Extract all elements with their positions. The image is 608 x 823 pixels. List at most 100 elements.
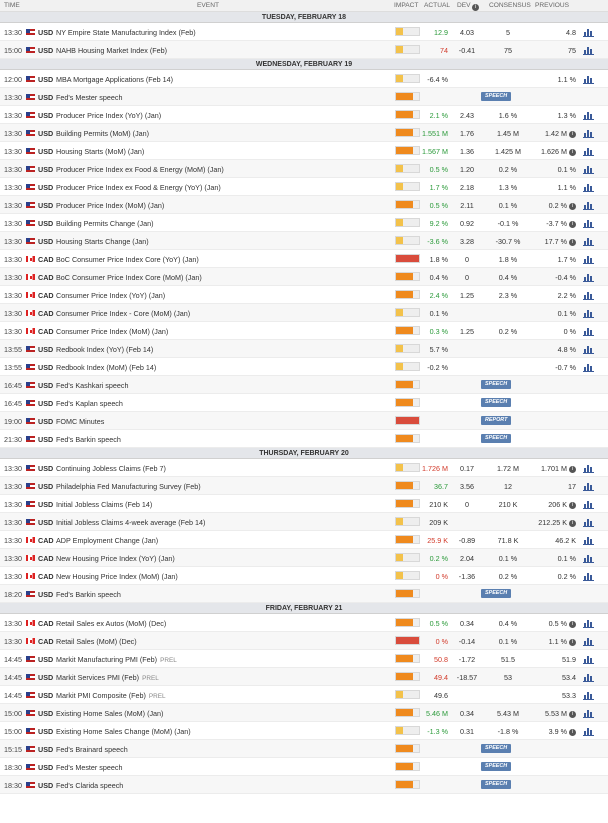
bar-chart-icon[interactable] xyxy=(583,289,594,300)
event-name[interactable]: Consumer Price Index (MoM) (Jan) xyxy=(56,327,168,336)
event-title[interactable]: NAHB Housing Market Index (Feb) xyxy=(56,46,168,55)
table-row[interactable]: 13:30 USD Producer Price Index (YoY) (Jan)… xyxy=(0,106,608,124)
event-title[interactable]: Housing Starts Change (Jan) xyxy=(56,237,149,246)
event-name[interactable]: Housing Starts Change (Jan) xyxy=(56,237,149,246)
event-title[interactable]: Building Permits Change (Jan) xyxy=(56,219,154,228)
bar-chart-icon[interactable] xyxy=(583,253,594,264)
table-row[interactable]: 13:30 USD Producer Price Index ex Food & E… xyxy=(0,178,608,196)
event-name[interactable]: Markit PMI Composite (Feb) PREL xyxy=(56,691,166,700)
table-row[interactable]: 16:45 USD Fed's Kaplan speech SPEECH xyxy=(0,394,608,412)
bar-chart-icon[interactable] xyxy=(583,498,594,509)
event-name[interactable]: Philadelphia Fed Manufacturing Survey (F… xyxy=(56,482,201,491)
revised-info-icon[interactable]: i xyxy=(569,220,576,228)
table-row[interactable]: 18:30 USD Fed's Clarida speech SPEECH xyxy=(0,776,608,794)
bar-chart-icon[interactable] xyxy=(583,325,594,336)
event-name[interactable]: Fed's Clarida speech xyxy=(56,781,123,790)
bar-chart-icon[interactable] xyxy=(583,480,594,491)
event-title[interactable]: Redbook Index (MoM) (Feb 14) xyxy=(56,363,157,372)
event-name[interactable]: NY Empire State Manufacturing Index (Feb… xyxy=(56,28,196,37)
table-row[interactable]: 13:30 CAD Consumer Price Index (MoM) (Jan)… xyxy=(0,322,608,340)
revised-info-icon[interactable]: i xyxy=(569,501,576,509)
event-title[interactable]: Markit Services PMI (Feb) xyxy=(56,673,140,682)
table-row[interactable]: 13:30 USD NY Empire State Manufacturing In… xyxy=(0,23,608,41)
event-name[interactable]: MBA Mortgage Applications (Feb 14) xyxy=(56,75,173,84)
table-row[interactable]: 18:20 USD Fed's Barkin speech SPEECH xyxy=(0,585,608,603)
bar-chart-icon[interactable] xyxy=(583,73,594,84)
bar-chart-icon[interactable] xyxy=(583,307,594,318)
event-name[interactable]: Building Permits Change (Jan) xyxy=(56,219,153,228)
event-name[interactable]: Retail Sales ex Autos (MoM) (Dec) xyxy=(56,619,166,628)
table-row[interactable]: 13:30 USD Continuing Jobless Claims (Feb 7… xyxy=(0,459,608,477)
event-title[interactable]: Initial Jobless Claims (Feb 14) xyxy=(56,500,153,509)
table-row[interactable]: 21:30 USD Fed's Barkin speech SPEECH xyxy=(0,430,608,448)
revised-info-icon[interactable]: i xyxy=(569,465,576,473)
event-title[interactable]: BoC Consumer Price Index Core (MoM) (Jan… xyxy=(56,273,202,282)
event-name[interactable]: Fed's Brainard speech xyxy=(56,745,128,754)
event-name[interactable]: New Housing Price Index (MoM) (Jan) xyxy=(56,572,178,581)
table-row[interactable]: 13:30 CAD New Housing Price Index (MoM) (J… xyxy=(0,567,608,585)
event-name[interactable]: Redbook Index (YoY) (Feb 14) xyxy=(56,345,153,354)
event-title[interactable]: Housing Starts (MoM) (Jan) xyxy=(56,147,145,156)
event-name[interactable]: Initial Jobless Claims (Feb 14) xyxy=(56,500,152,509)
bar-chart-icon[interactable] xyxy=(583,181,594,192)
table-row[interactable]: 13:30 USD Housing Starts Change (Jan) -3.6 … xyxy=(0,232,608,250)
bar-chart-icon[interactable] xyxy=(583,343,594,354)
event-name[interactable]: Producer Price Index ex Food & Energy (M… xyxy=(56,165,224,174)
event-name[interactable]: Consumer Price Index - Core (MoM) (Jan) xyxy=(56,309,190,318)
table-row[interactable]: 13:30 USD Building Permits (MoM) (Jan) 1.55… xyxy=(0,124,608,142)
event-name[interactable]: Markit Manufacturing PMI (Feb) PREL xyxy=(56,655,177,664)
event-title[interactable]: Markit PMI Composite (Feb) xyxy=(56,691,146,700)
event-title[interactable]: MBA Mortgage Applications (Feb 14) xyxy=(56,75,174,84)
event-title[interactable]: Fed's Kashkari speech xyxy=(56,381,129,390)
table-row[interactable]: 13:30 USD Producer Price Index ex Food & E… xyxy=(0,160,608,178)
event-name[interactable]: Fed's Mester speech xyxy=(56,93,123,102)
bar-chart-icon[interactable] xyxy=(583,707,594,718)
event-title[interactable]: Producer Price Index (MoM) (Jan) xyxy=(56,201,165,210)
event-name[interactable]: Building Permits (MoM) (Jan) xyxy=(56,129,149,138)
event-name[interactable]: BoC Consumer Price Index Core (MoM) (Jan… xyxy=(56,273,202,282)
event-title[interactable]: BoC Consumer Price Index Core (YoY) (Jan… xyxy=(56,255,199,264)
table-row[interactable]: 13:30 USD Initial Jobless Claims (Feb 14) 2… xyxy=(0,495,608,513)
table-row[interactable]: 13:30 USD Building Permits Change (Jan) 9.2… xyxy=(0,214,608,232)
event-name[interactable]: Redbook Index (MoM) (Feb 14) xyxy=(56,363,156,372)
table-row[interactable]: 14:45 USD Markit Manufacturing PMI (Feb) PR… xyxy=(0,650,608,668)
event-title[interactable]: Retail Sales (MoM) (Dec) xyxy=(56,637,137,646)
bar-chart-icon[interactable] xyxy=(583,44,594,55)
event-title[interactable]: Consumer Price Index (MoM) (Jan) xyxy=(56,327,169,336)
speech-badge[interactable]: SPEECH xyxy=(481,398,512,407)
table-row[interactable]: 13:30 CAD Retail Sales (MoM) (Dec) 0 % -0.14… xyxy=(0,632,608,650)
event-title[interactable]: Fed's Barkin speech xyxy=(56,590,121,599)
table-row[interactable]: 12:00 USD MBA Mortgage Applications (Feb 1… xyxy=(0,70,608,88)
bar-chart-icon[interactable] xyxy=(583,516,594,527)
table-row[interactable]: 13:30 USD Initial Jobless Claims 4-week av… xyxy=(0,513,608,531)
event-title[interactable]: Continuing Jobless Claims (Feb 7) xyxy=(56,464,166,473)
table-row[interactable]: 13:30 CAD BoC Consumer Price Index Core (M… xyxy=(0,268,608,286)
event-name[interactable]: Fed's Barkin speech xyxy=(56,435,121,444)
bar-chart-icon[interactable] xyxy=(583,635,594,646)
event-name[interactable]: BoC Consumer Price Index Core (YoY) (Jan… xyxy=(56,255,199,264)
event-title[interactable]: Fed's Barkin speech xyxy=(56,435,121,444)
event-title[interactable]: Existing Home Sales Change (MoM) (Jan) xyxy=(56,727,191,736)
event-title[interactable]: Consumer Price Index - Core (MoM) (Jan) xyxy=(56,309,191,318)
table-row[interactable]: 13:30 CAD Consumer Price Index - Core (MoM… xyxy=(0,304,608,322)
table-row[interactable]: 15:00 USD Existing Home Sales Change (MoM)… xyxy=(0,722,608,740)
event-name[interactable]: Retail Sales (MoM) (Dec) xyxy=(56,637,137,646)
bar-chart-icon[interactable] xyxy=(583,671,594,682)
revised-info-icon[interactable]: i xyxy=(569,620,576,628)
event-title[interactable]: FOMC Minutes xyxy=(56,417,105,426)
event-title[interactable]: Fed's Kaplan speech xyxy=(56,399,123,408)
table-row[interactable]: 13:30 USD Philadelphia Fed Manufacturing S… xyxy=(0,477,608,495)
bar-chart-icon[interactable] xyxy=(583,361,594,372)
event-title[interactable]: Fed's Clarida speech xyxy=(56,781,124,790)
table-row[interactable]: 13:30 CAD New Housing Price Index (YoY) (J… xyxy=(0,549,608,567)
event-title[interactable]: NY Empire State Manufacturing Index (Feb… xyxy=(56,28,196,37)
table-row[interactable]: 19:00 USD FOMC Minutes REPORT xyxy=(0,412,608,430)
revised-info-icon[interactable]: i xyxy=(569,710,576,718)
event-name[interactable]: Markit Services PMI (Feb) PREL xyxy=(56,673,159,682)
revised-info-icon[interactable]: i xyxy=(569,638,576,646)
event-name[interactable]: Producer Price Index (YoY) (Jan) xyxy=(56,111,161,120)
table-row[interactable]: 16:45 USD Fed's Kashkari speech SPEECH xyxy=(0,376,608,394)
table-row[interactable]: 14:45 USD Markit PMI Composite (Feb) PREL 49… xyxy=(0,686,608,704)
event-name[interactable]: Initial Jobless Claims 4-week average (F… xyxy=(56,518,205,527)
bar-chart-icon[interactable] xyxy=(583,462,594,473)
